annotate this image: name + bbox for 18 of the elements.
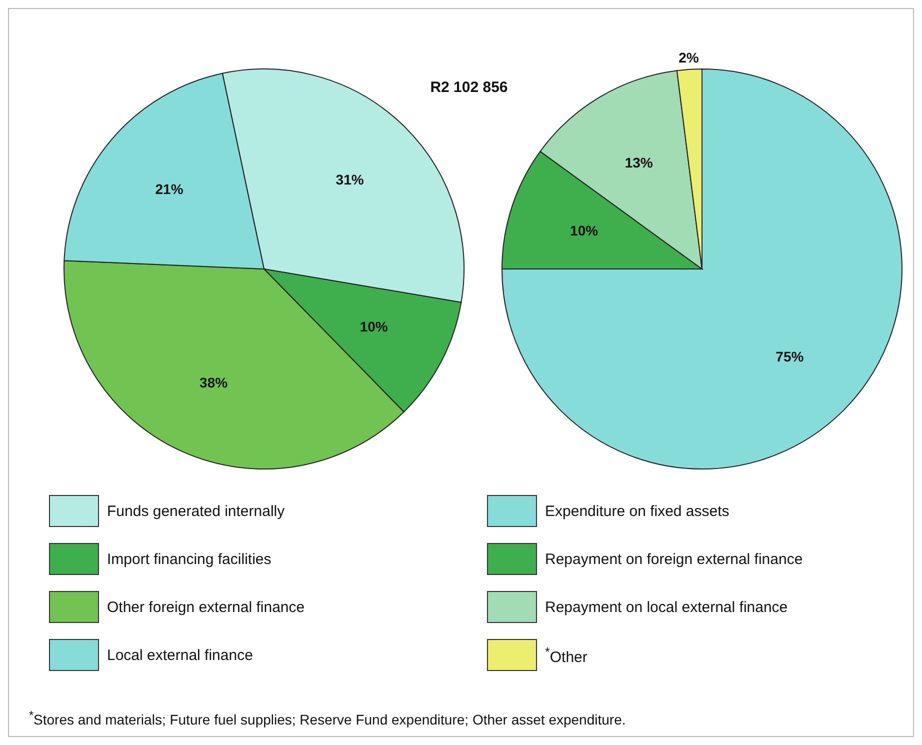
data-label: 13%	[624, 154, 654, 170]
data-label: 10%	[570, 222, 599, 239]
legend-label: Import financing facilities	[107, 550, 272, 568]
data-label: 2%	[678, 49, 700, 66]
data-label: 21%	[155, 180, 184, 197]
text: $^{*}$Stores and materials; Future fuel supplies; Reserve Fund expenditure; Other asset expenditure.	[29, 709, 626, 728]
legend-label: Expenditure on fixed assets	[545, 502, 730, 520]
legend-label: Local external finance	[107, 646, 253, 664]
legend-label: Repayment on foreign external finance	[545, 550, 803, 568]
legend-label: Other foreign external finance	[107, 598, 305, 616]
legend-label: Repayment on local external finance	[545, 598, 788, 616]
legend-label: $^{*}$Other	[545, 644, 588, 666]
text: R2 102 856	[429, 79, 509, 96]
data-label: 38%	[200, 374, 228, 390]
legend-label: Funds generated internally	[107, 502, 285, 520]
data-label: 10%	[360, 318, 388, 334]
data-label: 75%	[776, 348, 804, 365]
data-label: 31%	[336, 172, 364, 188]
